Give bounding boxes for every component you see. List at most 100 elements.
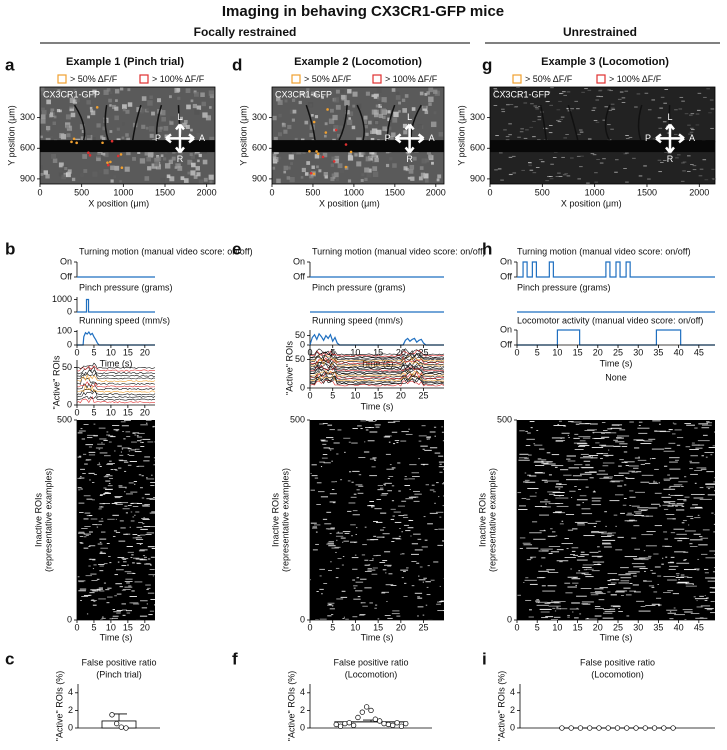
raster-event — [340, 479, 343, 481]
plot-title: Running speed (mm/s) — [312, 315, 403, 325]
raster-event — [106, 431, 109, 433]
compass-label: L — [667, 112, 672, 122]
image-speckle — [681, 100, 685, 102]
image-speckle — [194, 149, 200, 155]
roi-marker — [334, 128, 338, 132]
raster-event — [669, 468, 681, 470]
image-speckle — [200, 92, 205, 97]
raster-event — [332, 502, 336, 504]
raster-event — [563, 474, 572, 476]
image-speckle — [590, 153, 595, 155]
raster-event — [78, 489, 81, 491]
raster-event — [669, 429, 672, 431]
image-speckle — [339, 125, 344, 130]
raster-event — [393, 420, 400, 422]
image-speckle — [185, 88, 191, 93]
raster-event — [331, 460, 333, 462]
raster-event — [328, 448, 334, 450]
raster-event — [711, 577, 724, 579]
raster-event — [558, 484, 567, 485]
raster-event — [81, 596, 89, 597]
raster-event — [319, 618, 327, 620]
raster-event — [133, 557, 140, 559]
image-speckle — [367, 168, 372, 173]
image-label: CX3CR1-GFP — [493, 89, 550, 99]
raster-event — [135, 558, 143, 560]
raster-event — [588, 454, 599, 456]
raster-event — [702, 529, 710, 531]
raster-event — [375, 604, 378, 606]
raster-event — [688, 524, 690, 526]
raster-event — [599, 444, 607, 446]
raster-event — [527, 474, 531, 476]
y-tick-label: 0 — [300, 339, 305, 349]
raster-event — [634, 447, 640, 449]
raster-event — [146, 498, 153, 500]
raster-event — [625, 465, 630, 466]
image-speckle — [556, 109, 561, 111]
raster-event — [671, 504, 683, 506]
raster-event — [582, 603, 591, 605]
raster-event — [712, 571, 721, 573]
raster-event — [673, 423, 677, 425]
raster-event — [382, 533, 390, 535]
image-speckle — [272, 153, 277, 158]
raster-event — [694, 568, 700, 570]
raster-event — [102, 616, 104, 618]
raster-event — [311, 527, 318, 529]
raster-event — [77, 576, 80, 578]
raster-event — [136, 563, 142, 565]
raster-event — [341, 564, 344, 566]
raster-event — [423, 577, 427, 579]
image-speckle — [598, 89, 603, 91]
raster-event — [662, 504, 671, 506]
raster-event — [150, 564, 152, 566]
raster-event — [112, 617, 118, 619]
raster-event — [676, 575, 679, 577]
raster-event — [572, 611, 574, 613]
raster-event — [532, 521, 538, 523]
raster-event — [607, 591, 611, 593]
raster-event — [663, 488, 676, 490]
image-speckle — [420, 172, 426, 177]
raster-event — [638, 456, 640, 458]
raster-event — [646, 515, 654, 517]
raster-event — [396, 615, 401, 617]
trace — [77, 331, 155, 346]
raster-event — [605, 525, 607, 527]
image-speckle — [193, 175, 198, 179]
raster-event — [124, 470, 127, 472]
raster-event — [114, 450, 116, 452]
raster-event — [625, 572, 637, 574]
raster-event — [613, 439, 618, 441]
raster-event — [142, 438, 151, 440]
image-vessel-branch — [567, 104, 579, 141]
raster-event — [663, 479, 670, 481]
roi-trace — [76, 396, 156, 404]
image-speckle — [330, 163, 335, 167]
image-speckle — [103, 152, 109, 158]
raster-event — [365, 427, 372, 428]
image-speckle — [336, 133, 341, 138]
roi-trace — [76, 384, 156, 393]
raster-event — [125, 512, 128, 514]
image-speckle — [663, 102, 667, 104]
image-speckle — [358, 152, 364, 158]
raster-event — [146, 477, 148, 479]
raster-event — [369, 458, 376, 460]
raster-event — [670, 532, 676, 534]
image-speckle — [276, 96, 281, 102]
raster-event — [633, 515, 645, 516]
image-speckle — [385, 163, 390, 168]
raster-event — [365, 429, 369, 431]
raster-event — [700, 468, 707, 470]
image-speckle — [604, 106, 609, 108]
raster-event — [574, 449, 584, 450]
image-speckle — [97, 149, 103, 155]
raster-event — [110, 469, 114, 470]
raster-event — [550, 528, 553, 530]
raster-event — [114, 574, 119, 576]
raster-event — [124, 586, 133, 588]
raster-event — [148, 574, 156, 576]
raster-event — [650, 503, 660, 505]
